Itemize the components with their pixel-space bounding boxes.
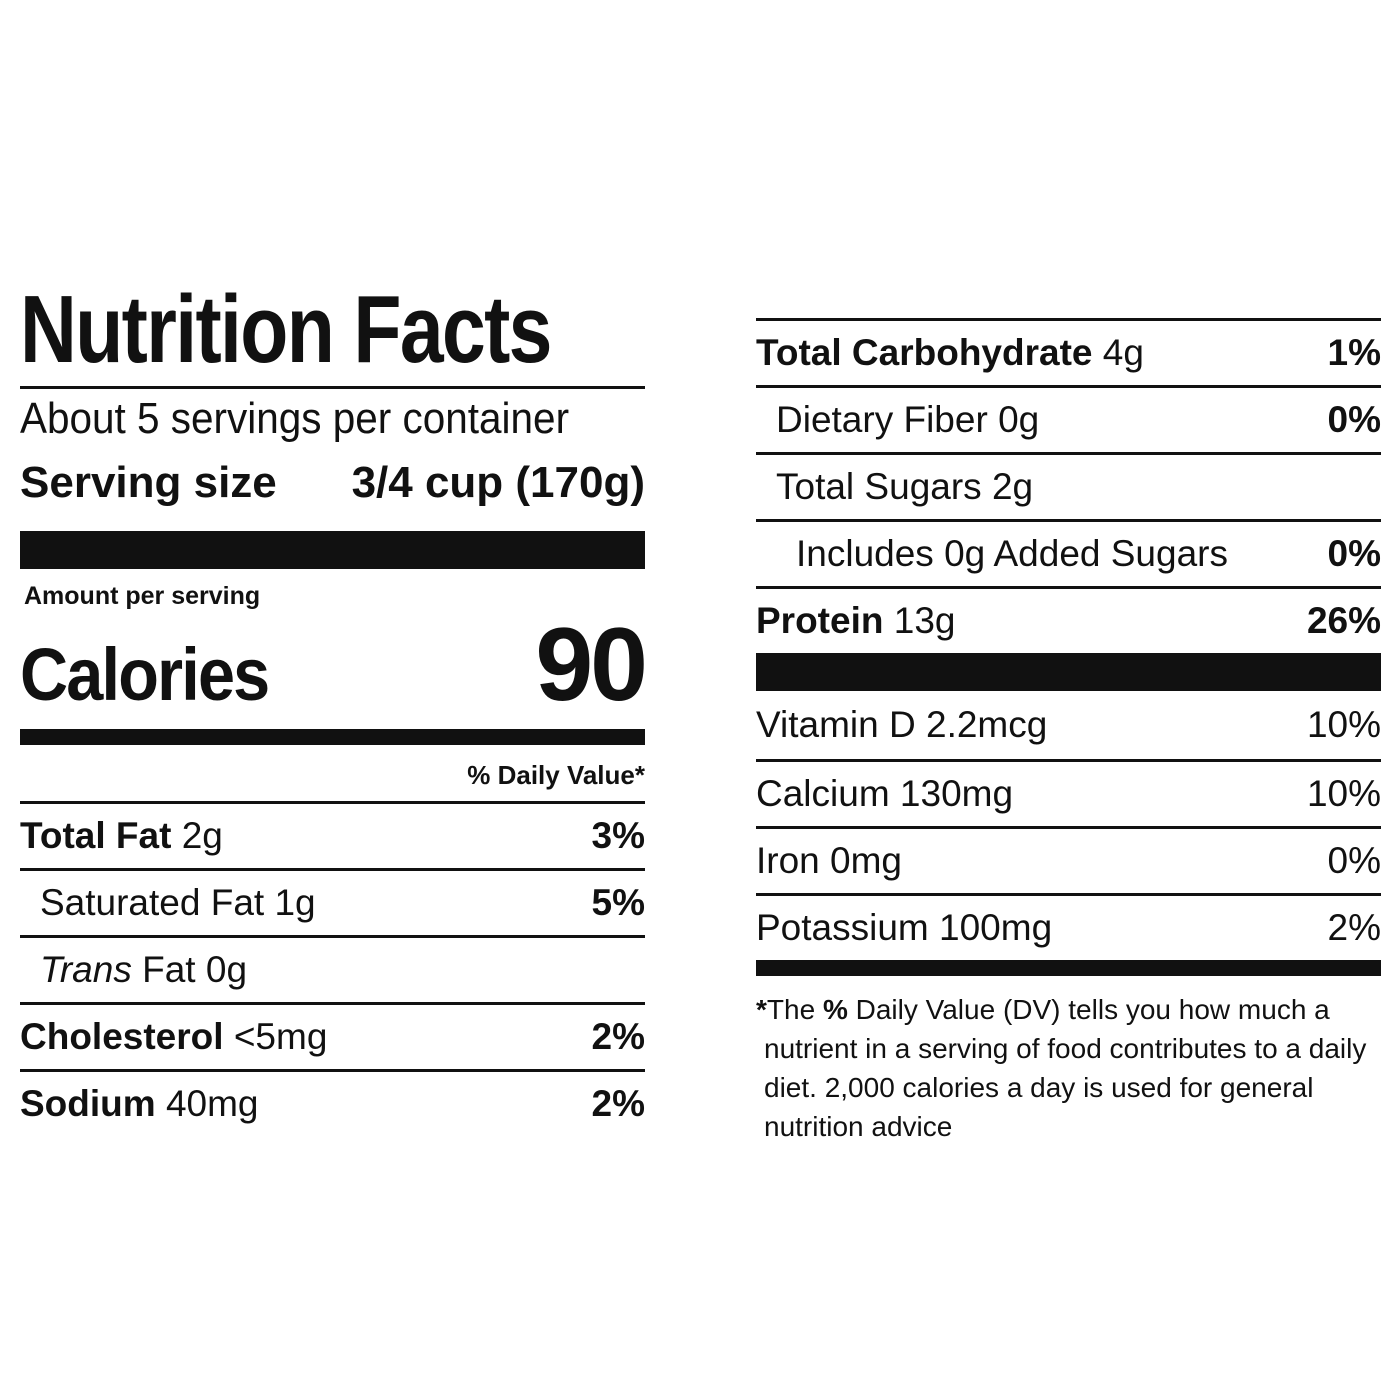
serving-size-value: 3/4 cup (170g) bbox=[351, 458, 645, 507]
nutrient-row-added-sugars: Includes 0g Added Sugars 0% bbox=[756, 519, 1381, 586]
daily-value-header: % Daily Value* bbox=[467, 760, 645, 790]
medium-divider bbox=[756, 960, 1381, 976]
nutrient-dv: 2% bbox=[591, 1083, 645, 1124]
nutrient-name: Sodium bbox=[20, 1083, 156, 1124]
thick-divider bbox=[20, 531, 645, 569]
nutrient-amount: 0g bbox=[998, 399, 1040, 440]
thick-divider bbox=[756, 653, 1381, 691]
calories-row: Calories 90 bbox=[20, 607, 648, 723]
vitamin-row-iron: Iron 0mg 0% bbox=[756, 826, 1381, 893]
nutrient-amount: 0g bbox=[205, 949, 248, 990]
vitamin-label: Calcium 130mg bbox=[756, 773, 1014, 814]
nutrient-dv: 2% bbox=[591, 1016, 645, 1057]
nutrient-name: Total Sugars bbox=[776, 466, 982, 507]
nutrient-name: Saturated Fat bbox=[40, 882, 265, 923]
nutrient-amount: 2g bbox=[181, 815, 223, 856]
nutrition-panel-left: Nutrition Facts About 5 servings per con… bbox=[20, 276, 648, 1136]
vitamin-row-potassium: Potassium 100mg 2% bbox=[756, 893, 1381, 960]
nutrient-row-total-sugars: Total Sugars 2g bbox=[756, 452, 1381, 519]
vitamin-row-calcium: Calcium 130mg 10% bbox=[756, 759, 1381, 826]
nutrient-dv: 0% bbox=[1327, 399, 1381, 440]
nutrient-row-total-carbohydrate: Total Carbohydrate 4g 1% bbox=[756, 318, 1381, 385]
nutrient-amount: 4g bbox=[1102, 332, 1144, 373]
nutrient-dv: 1% bbox=[1327, 332, 1381, 373]
nutrient-row-trans-fat: Trans Fat 0g bbox=[20, 935, 645, 1002]
nutrient-amount: 40mg bbox=[165, 1083, 259, 1124]
nutrition-panel-right: Total Carbohydrate 4g 1% Dietary Fiber 0… bbox=[756, 318, 1381, 1146]
nutrient-name: Total Carbohydrate bbox=[756, 332, 1093, 373]
vitamin-dv: 0% bbox=[1327, 840, 1381, 881]
nutrient-amount: 2g bbox=[991, 466, 1034, 507]
vitamin-label: Vitamin D 2.2mcg bbox=[756, 704, 1048, 745]
vitamin-dv: 2% bbox=[1327, 907, 1381, 948]
nutrient-amount: 13g bbox=[893, 600, 956, 641]
footnote-percent: % bbox=[822, 994, 848, 1025]
divider bbox=[20, 386, 645, 389]
nutrient-row-protein: Protein 13g 26% bbox=[756, 586, 1381, 653]
nutrient-row-saturated-fat: Saturated Fat 1g 5% bbox=[20, 868, 645, 935]
nutrient-row-dietary-fiber: Dietary Fiber 0g 0% bbox=[756, 385, 1381, 452]
nutrient-name: Dietary Fiber bbox=[776, 399, 988, 440]
serving-size-label: Serving size bbox=[20, 458, 277, 507]
nutrient-name: Includes 0g Added Sugars bbox=[796, 533, 1228, 574]
serving-size-row: Serving size 3/4 cup (170g) bbox=[20, 449, 645, 517]
nutrient-name: Protein bbox=[756, 600, 884, 641]
nutrition-facts-title: Nutrition Facts bbox=[20, 276, 552, 383]
vitamin-dv: 10% bbox=[1306, 704, 1381, 745]
nutrient-name: Fat bbox=[142, 949, 196, 990]
nutrient-name: Total Fat bbox=[20, 815, 172, 856]
nutrient-name-italic: Trans bbox=[40, 949, 132, 990]
nutrient-dv: 26% bbox=[1306, 600, 1381, 641]
nutrient-row-total-fat: Total Fat 2g 3% bbox=[20, 801, 645, 868]
nutrient-name: Cholesterol bbox=[20, 1016, 224, 1057]
servings-per-container: About 5 servings per container bbox=[20, 394, 570, 443]
nutrient-dv: 0% bbox=[1327, 533, 1381, 574]
nutrient-row-cholesterol: Cholesterol <5mg 2% bbox=[20, 1002, 645, 1069]
vitamin-dv: 10% bbox=[1306, 773, 1381, 814]
footnote-lead: The bbox=[766, 994, 823, 1025]
nutrient-dv: 5% bbox=[591, 882, 645, 923]
vitamin-row-vitamin-d: Vitamin D 2.2mcg 10% bbox=[756, 691, 1381, 759]
calories-label: Calories bbox=[20, 633, 270, 716]
daily-value-footnote: *The % Daily Value (DV) tells you how mu… bbox=[756, 990, 1381, 1146]
medium-divider bbox=[20, 729, 645, 745]
calories-value: 90 bbox=[535, 607, 648, 723]
footnote-star: * bbox=[756, 994, 767, 1025]
nutrient-dv: 3% bbox=[591, 815, 645, 856]
vitamin-label: Potassium 100mg bbox=[756, 907, 1053, 948]
vitamin-label: Iron 0mg bbox=[756, 840, 903, 881]
footnote-text: Daily Value (DV) tells you how much a nu… bbox=[764, 994, 1367, 1142]
amount-per-serving: Amount per serving bbox=[24, 582, 261, 610]
nutrient-amount: 1g bbox=[274, 882, 316, 923]
nutrient-amount: <5mg bbox=[233, 1016, 328, 1057]
nutrient-row-sodium: Sodium 40mg 2% bbox=[20, 1069, 645, 1136]
